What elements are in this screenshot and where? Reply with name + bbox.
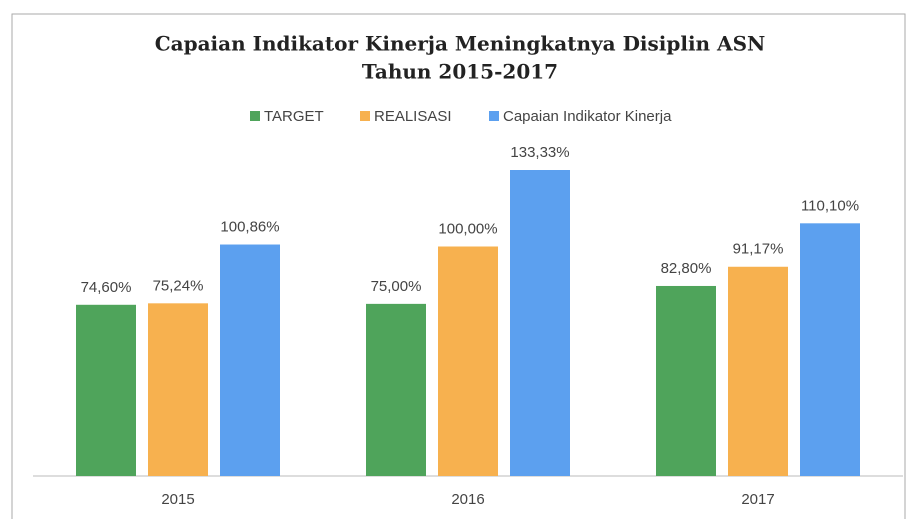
legend-swatch (489, 111, 499, 121)
bar (510, 170, 570, 476)
data-label: 100,86% (220, 218, 279, 235)
x-tick-label: 2015 (161, 491, 194, 508)
data-label: 74,60% (81, 279, 132, 296)
legend-swatch (360, 111, 370, 121)
bar (728, 266, 788, 476)
bar (438, 246, 498, 476)
data-label: 110,10% (801, 197, 859, 214)
bar (656, 285, 716, 476)
bar (800, 223, 860, 476)
chart-subtitle: Tahun 2015-2017 (362, 60, 558, 84)
bar (76, 304, 136, 476)
legend-swatch (250, 111, 260, 121)
data-label: 100,00% (438, 220, 497, 237)
x-tick-label: 2016 (451, 491, 484, 508)
legend-label: TARGET (264, 108, 324, 125)
chart-title: Capaian Indikator Kinerja Meningkatnya D… (155, 32, 766, 56)
x-tick-label: 2017 (741, 491, 774, 508)
legend-label: REALISASI (374, 108, 452, 125)
bar (220, 244, 280, 476)
bar (148, 303, 208, 476)
data-label: 133,33% (510, 144, 569, 161)
data-label: 75,00% (371, 278, 422, 295)
data-label: 75,24% (153, 277, 204, 294)
bar (366, 303, 426, 476)
legend-label: Capaian Indikator Kinerja (503, 108, 672, 125)
data-label: 91,17% (733, 241, 784, 258)
data-label: 82,80% (661, 260, 712, 277)
